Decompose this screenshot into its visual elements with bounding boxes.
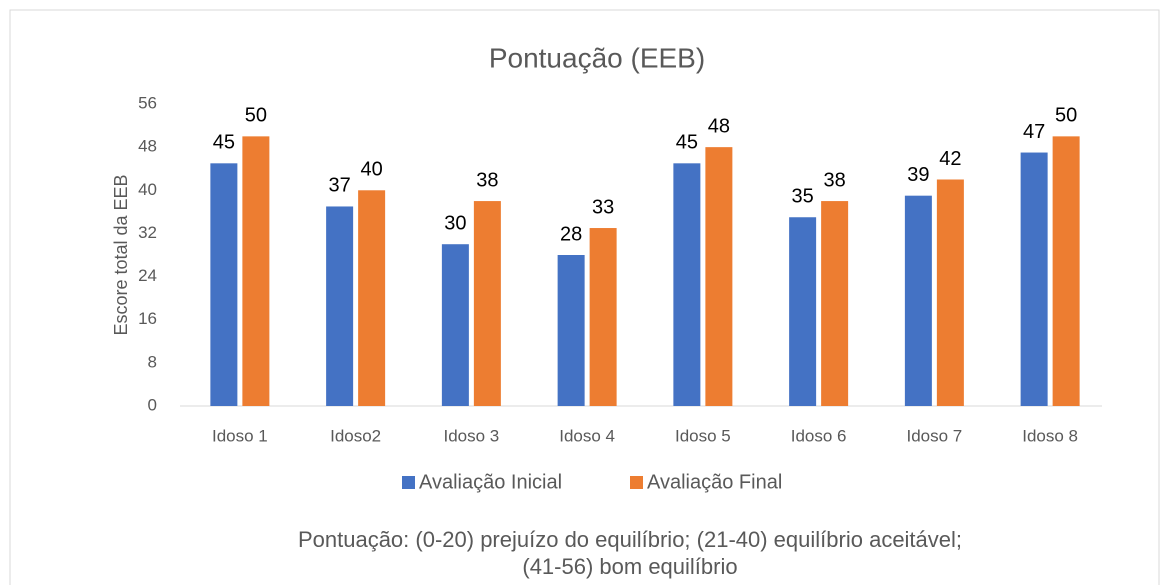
bar [358,190,386,406]
y-tick-label: 0 [148,395,157,414]
bar [1052,136,1080,406]
bar [821,201,849,406]
bar [673,163,701,406]
x-tick-label: Idoso 4 [559,426,615,445]
y-tick-label: 8 [148,352,157,371]
x-tick-label: Idoso 6 [791,426,847,445]
bar [1020,152,1048,406]
data-label: 39 [907,164,929,186]
data-label: 30 [444,212,466,234]
y-tick-label: 16 [138,309,157,328]
note-line: Pontuação: (0-20) prejuízo do equilíbrio… [298,527,962,552]
y-axis-label: Escore total da EEB [111,174,131,335]
legend-label: Avaliação Final [647,471,782,493]
bar [473,201,501,406]
x-tick-label: Idoso 1 [212,426,268,445]
data-label: 47 [1023,121,1045,143]
data-label: 33 [592,196,614,218]
x-tick-label: Idoso 5 [675,426,731,445]
data-label: 45 [213,132,235,154]
data-label: 28 [560,223,582,245]
bar [326,206,354,406]
y-tick-label: 48 [138,137,157,156]
legend-swatch [402,476,415,489]
data-label: 48 [708,115,730,137]
data-label: 50 [1055,105,1077,127]
y-tick-label: 24 [138,266,157,285]
bar [705,147,733,406]
x-tick-label: Idoso 8 [1022,426,1078,445]
bar [904,195,932,406]
legend-swatch [630,476,643,489]
y-tick-label: 32 [138,223,157,242]
note-line: (41-56) bom equilíbrio [522,554,737,579]
data-label: 50 [245,105,267,127]
legend: Avaliação Inicial Avaliação Final [402,471,782,493]
legend-label: Avaliação Inicial [419,471,562,493]
x-tick-label: Idoso 3 [443,426,499,445]
bar [936,179,964,406]
data-label: 35 [792,186,814,208]
bar [210,163,238,406]
chart-title: Pontuação (EEB) [489,42,705,73]
data-label: 37 [329,175,351,197]
data-label: 45 [676,132,698,154]
bar [589,228,617,406]
y-tick-label: 40 [138,180,157,199]
x-tick-label: Idoso2 [330,426,381,445]
data-label: 38 [824,169,846,191]
data-label: 42 [939,148,961,170]
data-label: 38 [476,169,498,191]
bar [789,217,817,406]
x-tick-label: Idoso 7 [906,426,962,445]
data-label: 40 [361,159,383,181]
bar [557,255,585,406]
bar [242,136,270,406]
bar [441,244,469,406]
y-tick-label: 56 [138,93,157,112]
